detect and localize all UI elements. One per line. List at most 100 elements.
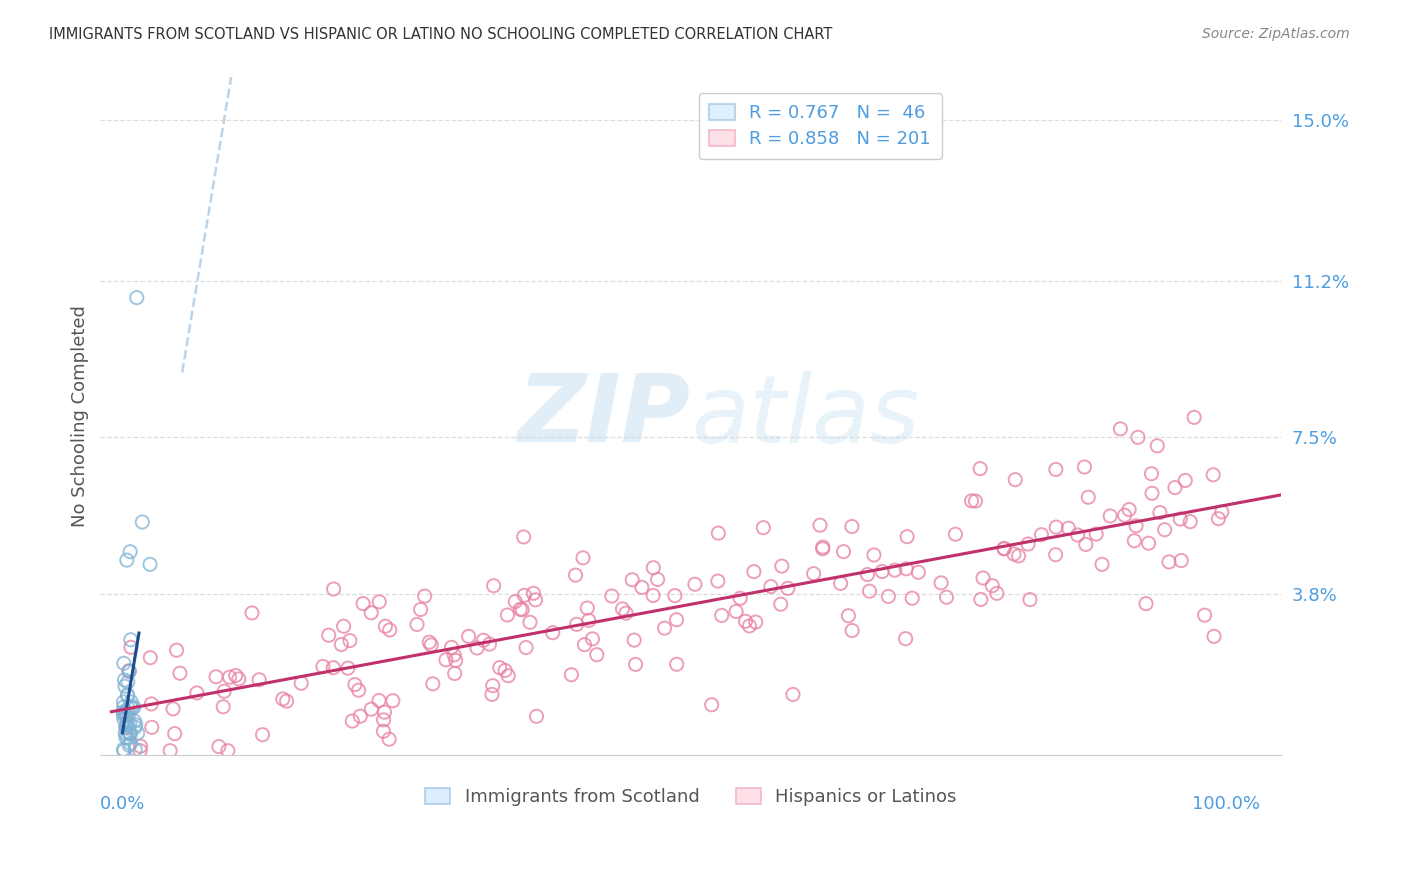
Point bbox=[247, 673, 270, 687]
Point bbox=[986, 586, 1008, 600]
Point bbox=[368, 693, 391, 707]
Point bbox=[373, 724, 395, 739]
Point bbox=[993, 541, 1015, 556]
Point bbox=[276, 694, 298, 708]
Point bbox=[581, 632, 603, 646]
Point bbox=[1211, 505, 1233, 519]
Point bbox=[752, 521, 775, 535]
Point bbox=[929, 575, 952, 590]
Point bbox=[139, 558, 162, 572]
Point bbox=[526, 709, 548, 723]
Point bbox=[373, 705, 395, 719]
Point bbox=[212, 699, 235, 714]
Point bbox=[418, 635, 440, 649]
Point bbox=[443, 666, 465, 681]
Point bbox=[1118, 502, 1140, 516]
Point bbox=[208, 739, 231, 754]
Point bbox=[481, 679, 503, 693]
Point bbox=[623, 633, 645, 648]
Point bbox=[624, 657, 647, 672]
Point bbox=[769, 597, 792, 611]
Point bbox=[1045, 462, 1067, 476]
Legend: Immigrants from Scotland, Hispanics or Latinos: Immigrants from Scotland, Hispanics or L… bbox=[418, 780, 965, 814]
Point bbox=[120, 736, 142, 750]
Point bbox=[120, 695, 142, 709]
Point bbox=[1180, 515, 1202, 529]
Point bbox=[863, 548, 886, 562]
Point bbox=[228, 672, 250, 686]
Point bbox=[465, 640, 488, 655]
Point bbox=[131, 515, 153, 529]
Point bbox=[707, 574, 730, 588]
Point bbox=[870, 565, 893, 579]
Point bbox=[808, 518, 831, 533]
Point bbox=[127, 726, 149, 740]
Point bbox=[120, 632, 142, 647]
Point bbox=[1004, 473, 1026, 487]
Point bbox=[541, 625, 564, 640]
Point bbox=[1031, 527, 1053, 541]
Point bbox=[665, 613, 688, 627]
Point bbox=[342, 714, 364, 728]
Point bbox=[1149, 506, 1171, 520]
Point bbox=[858, 584, 880, 599]
Point bbox=[117, 718, 139, 732]
Point bbox=[290, 676, 312, 690]
Point bbox=[643, 560, 665, 574]
Point bbox=[515, 640, 537, 655]
Point bbox=[896, 562, 918, 576]
Point bbox=[413, 589, 436, 603]
Point bbox=[118, 725, 141, 739]
Point bbox=[481, 687, 503, 701]
Point bbox=[240, 606, 263, 620]
Point bbox=[115, 553, 138, 567]
Point bbox=[212, 684, 235, 698]
Point bbox=[742, 565, 765, 579]
Point bbox=[782, 688, 804, 702]
Point bbox=[225, 668, 247, 682]
Point bbox=[163, 726, 186, 740]
Point bbox=[112, 707, 135, 722]
Point bbox=[347, 683, 370, 698]
Point bbox=[1099, 508, 1122, 523]
Point bbox=[159, 744, 181, 758]
Point bbox=[728, 591, 751, 606]
Point bbox=[856, 567, 879, 582]
Point bbox=[522, 586, 544, 600]
Point bbox=[112, 705, 135, 719]
Point bbox=[360, 606, 382, 620]
Point bbox=[115, 715, 138, 730]
Point bbox=[122, 700, 145, 714]
Point bbox=[1174, 474, 1197, 488]
Point bbox=[1066, 528, 1088, 542]
Point bbox=[612, 602, 634, 616]
Point bbox=[114, 726, 136, 740]
Point bbox=[339, 633, 361, 648]
Point bbox=[139, 650, 162, 665]
Point bbox=[710, 608, 733, 623]
Point bbox=[434, 653, 457, 667]
Point bbox=[117, 689, 139, 703]
Point bbox=[1168, 512, 1191, 526]
Point bbox=[1074, 537, 1097, 551]
Point bbox=[654, 621, 676, 635]
Point bbox=[600, 589, 623, 603]
Point bbox=[700, 698, 723, 712]
Point bbox=[1125, 518, 1147, 533]
Point bbox=[141, 697, 163, 711]
Point bbox=[166, 643, 188, 657]
Point bbox=[972, 571, 994, 585]
Point bbox=[488, 660, 510, 674]
Point bbox=[115, 721, 138, 735]
Point bbox=[1091, 558, 1114, 572]
Point bbox=[803, 566, 825, 581]
Point bbox=[125, 718, 148, 732]
Point bbox=[576, 601, 599, 615]
Point bbox=[1135, 597, 1157, 611]
Point bbox=[1057, 521, 1080, 535]
Point bbox=[512, 530, 534, 544]
Point bbox=[993, 541, 1015, 556]
Point bbox=[252, 728, 274, 742]
Point bbox=[510, 602, 533, 616]
Point bbox=[503, 594, 526, 608]
